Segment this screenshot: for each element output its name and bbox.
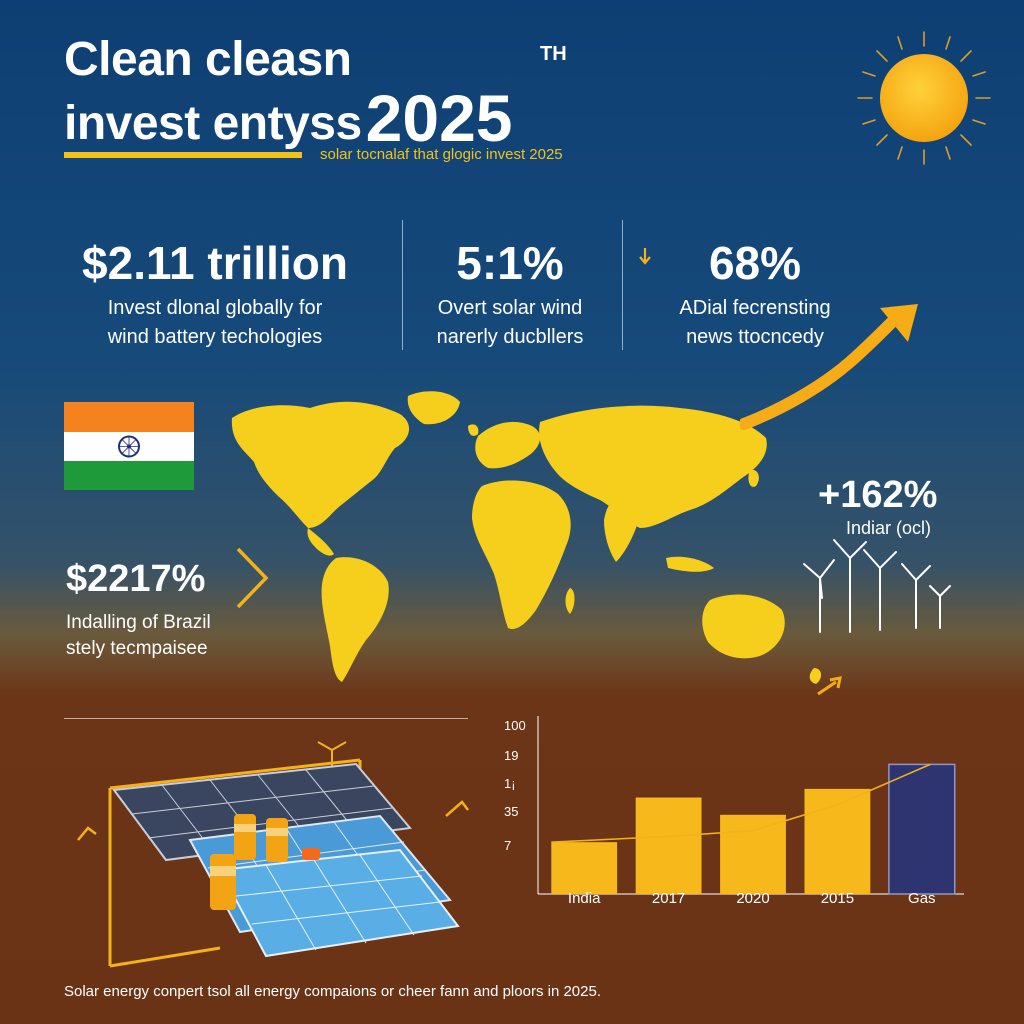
- title-line-2: invest entyss: [64, 96, 362, 150]
- chart-plot: [537, 716, 964, 895]
- chevron-right-icon: [236, 547, 269, 609]
- continent-japan: [748, 469, 759, 487]
- stat-value-solar-wind: 5:1%: [456, 237, 564, 289]
- stat-desc-line: narerly ducbllers: [436, 326, 584, 348]
- stat-desc-line: ADial fecrensting: [679, 297, 831, 319]
- x-tick-label: 2020: [736, 890, 770, 907]
- stat-desc-line: Invest dlonal globally for: [107, 297, 323, 319]
- stat-desc-forecast: ADial fecrensting news ttocncedy: [650, 294, 860, 352]
- stat-desc-line: Overt solar wind: [437, 297, 583, 319]
- y-tick-label: 35: [504, 804, 519, 819]
- continent-india: [604, 502, 637, 562]
- solar-panels-illustration: [77, 741, 469, 968]
- stat-divider: [402, 220, 403, 350]
- bar-2020: [720, 814, 786, 894]
- title-year: 2025: [365, 80, 513, 155]
- stat-divider: [622, 220, 623, 350]
- y-tick-label: 100: [504, 718, 526, 733]
- callout-right-label: Indiar (ocl): [846, 518, 932, 538]
- india-flag-icon: [64, 402, 194, 490]
- infographic-title: Clean cleasn invest entyss2025 TH: [64, 33, 567, 155]
- x-tick-label: 2017: [651, 890, 686, 907]
- bar-2017: [635, 797, 702, 894]
- continent-north-america: [231, 401, 410, 528]
- continent-australia: [702, 594, 785, 659]
- sun-icon: [857, 31, 991, 165]
- continent-uk: [468, 424, 479, 436]
- callout-left-line: Indalling of Brazil: [66, 612, 211, 633]
- x-tick-label: India: [567, 890, 601, 907]
- continent-south-america: [321, 557, 389, 682]
- growth-arrow-icon: [740, 304, 918, 430]
- stat-desc-investment: Invest dlonal globally for wind battery …: [70, 294, 360, 352]
- subtitle: solar tocnalaf that glogic invest 2025: [320, 146, 563, 163]
- y-tick-label: 7: [504, 838, 512, 853]
- decorative-arrow-icon: [817, 676, 842, 696]
- stat-value-investment: $2.11 trillion: [82, 237, 348, 289]
- bar-gas: [888, 763, 956, 895]
- callout-right-value: +162%: [818, 474, 938, 516]
- arrow-down-icon: [639, 248, 651, 265]
- stat-desc-line: wind battery techologies: [107, 326, 323, 348]
- continent-africa: [472, 480, 571, 630]
- wind-turbines-icon: [803, 539, 951, 633]
- footer-caption: Solar energy conpert tsol all energy com…: [64, 983, 601, 1000]
- continent-central-america: [307, 528, 334, 556]
- stat-value-forecast: 68%: [708, 237, 802, 289]
- world-map: [231, 391, 822, 684]
- x-tick-label: Gas: [908, 890, 936, 907]
- y-tick-label: 19: [504, 748, 519, 763]
- stat-desc-line: news ttocncedy: [686, 326, 824, 348]
- section-divider: [64, 718, 468, 719]
- callout-left-desc: Indalling of Brazil stely tecmpaisee: [66, 610, 266, 661]
- title-underline: [64, 152, 302, 158]
- stat-desc-solar-wind: Overt solar wind narerly ducbllers: [410, 294, 610, 352]
- continent-greenland: [407, 391, 460, 425]
- title-superscript: TH: [540, 43, 567, 65]
- callout-left-value: $2217%: [66, 558, 206, 600]
- y-tick-label: 1¡: [504, 776, 516, 791]
- bar-2015: [804, 788, 871, 894]
- callout-left-line: stely tecmpaisee: [66, 637, 208, 659]
- continent-madagascar: [565, 588, 575, 614]
- x-tick-label: 2015: [820, 890, 855, 907]
- bar-chart: 100 19 1¡ 35 7 India 2017 2020 2015 Gas: [496, 716, 966, 916]
- continent-new-zealand: [809, 668, 822, 684]
- trend-line: [551, 763, 931, 843]
- continent-europe: [475, 421, 541, 469]
- continent-indonesia: [666, 556, 714, 572]
- bar-india: [551, 842, 618, 894]
- title-line-1: Clean cleasn: [64, 33, 352, 86]
- continent-asia: [539, 405, 767, 528]
